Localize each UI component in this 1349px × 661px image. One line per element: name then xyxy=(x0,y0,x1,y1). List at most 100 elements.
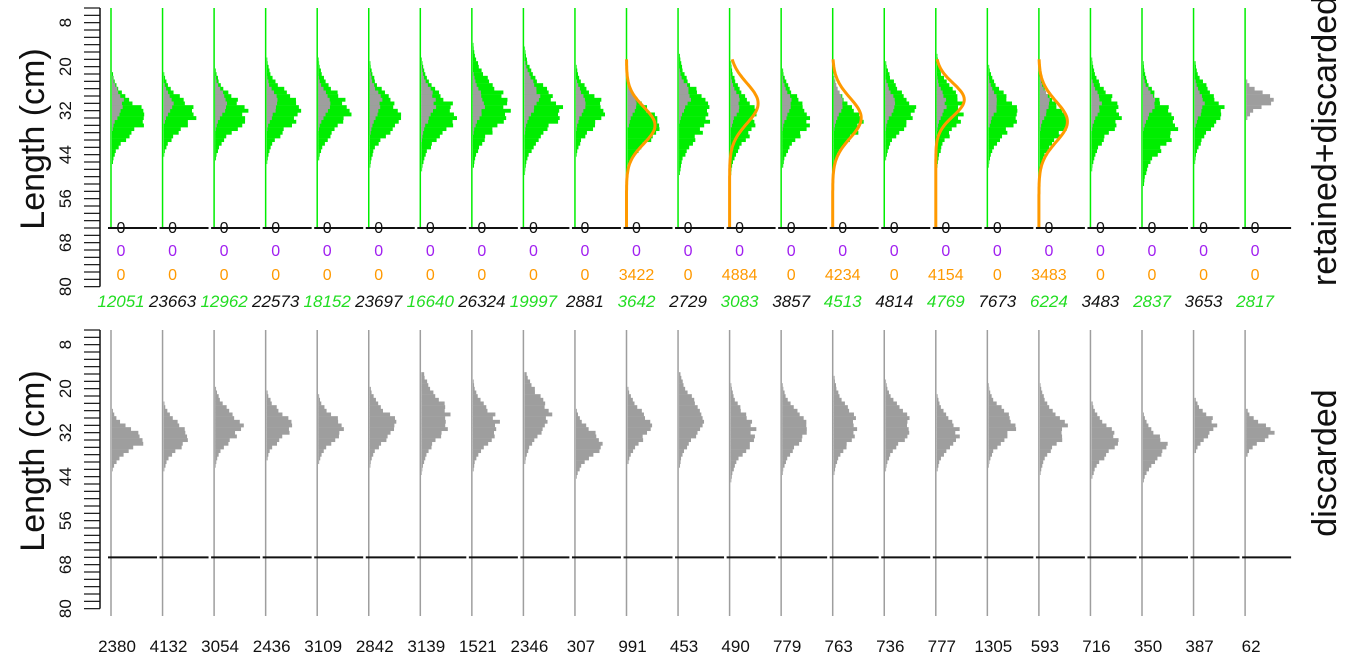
retained-bar xyxy=(1143,108,1169,113)
discarded-bar xyxy=(575,423,587,428)
retained-bar xyxy=(575,79,581,84)
retained-bar xyxy=(369,134,386,139)
discarded-bar xyxy=(1246,108,1254,113)
discarded-bar xyxy=(163,412,170,417)
discarded-bar xyxy=(524,434,538,439)
count-row2-label: 0 xyxy=(1199,243,1208,260)
retained-bar xyxy=(163,141,168,146)
discarded-bar xyxy=(1039,94,1048,99)
discarded-bar xyxy=(575,452,594,457)
discarded-bar xyxy=(421,112,431,117)
discarded-bar xyxy=(679,412,702,417)
discarded-bar xyxy=(215,108,226,113)
discarded-bar xyxy=(421,401,445,406)
retained-bar xyxy=(369,156,372,161)
discarded-bar xyxy=(679,390,688,395)
discarded-bar xyxy=(936,90,943,95)
discarded-bar xyxy=(369,408,383,413)
discarded-bar xyxy=(215,445,224,450)
count-row2-label: 0 xyxy=(1148,243,1157,260)
discarded-bar xyxy=(1246,423,1266,428)
retained-bar xyxy=(266,90,287,95)
retained-bar xyxy=(163,112,194,117)
discarded-bar xyxy=(679,68,680,73)
retained-bar xyxy=(885,83,896,88)
count-row1-label: 0 xyxy=(838,220,847,237)
discarded-bar xyxy=(1091,405,1094,410)
discarded-count-label: 2842 xyxy=(356,637,394,656)
discarded-bar xyxy=(627,101,637,106)
discarded-bar xyxy=(627,427,651,432)
discarded-bar xyxy=(627,119,630,124)
discarded-bar xyxy=(1194,397,1196,402)
retained-bar xyxy=(112,141,121,146)
retained-bar xyxy=(575,152,577,157)
discarded-bar xyxy=(575,427,589,432)
discarded-bar xyxy=(1246,408,1248,413)
retained-bar xyxy=(369,130,391,135)
discarded-bar xyxy=(524,97,539,102)
retained-bar xyxy=(163,119,188,124)
discarded-bar xyxy=(936,438,957,443)
discarded-bar xyxy=(112,108,121,113)
discarded-bar xyxy=(730,112,737,117)
discarded-bar xyxy=(885,452,891,457)
retained-bar xyxy=(782,152,787,157)
discarded-bar xyxy=(575,116,580,121)
retained-bar xyxy=(988,116,1016,121)
discarded-bar xyxy=(679,379,683,384)
count-row1-label: 0 xyxy=(1199,220,1208,237)
retained-bar xyxy=(988,149,993,154)
retained-bar xyxy=(266,101,297,106)
retained-bar xyxy=(112,108,144,113)
discarded-bar xyxy=(1143,445,1167,450)
discarded-bar xyxy=(730,386,732,391)
retained-bar xyxy=(1194,160,1196,165)
retained-bar xyxy=(679,156,683,161)
retained-bar xyxy=(627,112,655,117)
retained-bar xyxy=(885,97,907,102)
discarded-bar xyxy=(1143,467,1149,472)
retained-bar xyxy=(936,123,957,128)
discarded-bar xyxy=(472,460,475,465)
discarded-bar xyxy=(369,72,371,77)
retained-bar xyxy=(885,141,891,146)
discarded-bar xyxy=(1091,116,1096,121)
retained-bar xyxy=(988,119,1017,124)
retained-bar xyxy=(163,90,174,95)
discarded-bar xyxy=(472,456,477,461)
retained-bar xyxy=(421,64,424,69)
discarded-count-label: 2380 xyxy=(98,637,136,656)
discarded-bar xyxy=(782,416,804,421)
discarded-bar xyxy=(1091,471,1094,476)
discarded-bar xyxy=(782,394,786,399)
discarded-bar xyxy=(524,449,529,454)
discarded-bar xyxy=(1039,471,1041,476)
discarded-bar xyxy=(988,108,997,113)
discarded-bar xyxy=(1039,394,1044,399)
discarded-bar xyxy=(1246,445,1253,450)
discarded-bar xyxy=(318,123,320,128)
discarded-bar xyxy=(730,452,743,457)
discarded-bar xyxy=(627,434,643,439)
retained-bar xyxy=(318,90,338,95)
retained-bar xyxy=(1194,83,1207,88)
retained-bar xyxy=(369,123,395,128)
retained-bar xyxy=(988,130,1008,135)
discarded-bar xyxy=(833,427,858,432)
count-row1-label: 0 xyxy=(941,220,950,237)
retained-bar xyxy=(885,64,887,69)
retained-bar xyxy=(421,127,447,132)
discarded-bar xyxy=(575,449,600,454)
bottom-y-tick-label: 8 xyxy=(56,340,75,349)
discarded-bar xyxy=(1194,123,1196,128)
retained-bar xyxy=(782,127,807,132)
discarded-bar xyxy=(885,423,908,428)
discarded-bar xyxy=(524,86,537,91)
discarded-bar xyxy=(833,116,838,121)
retained-bar xyxy=(266,108,302,113)
discarded-bar xyxy=(1194,430,1210,435)
retained-bar xyxy=(782,112,807,117)
discarded-bar xyxy=(627,408,642,413)
discarded-bar xyxy=(782,83,785,88)
